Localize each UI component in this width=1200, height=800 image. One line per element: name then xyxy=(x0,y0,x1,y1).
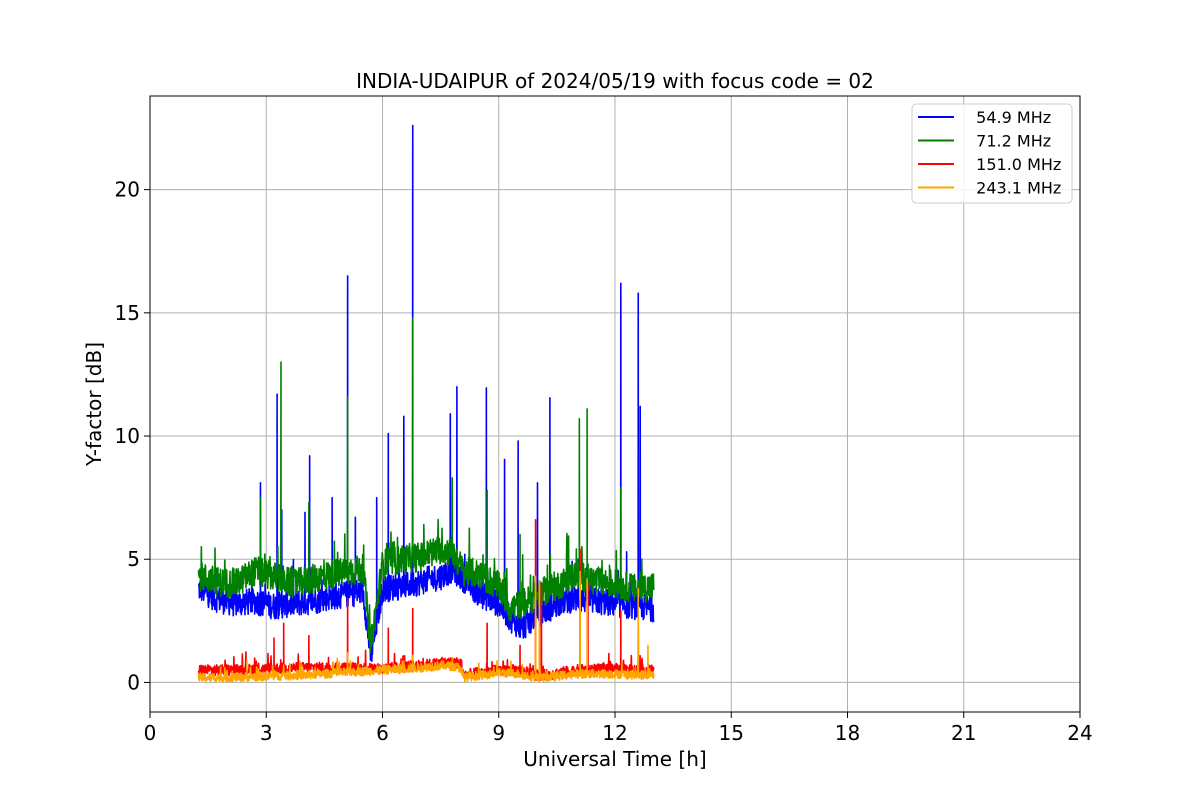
x-tick-label: 9 xyxy=(492,721,505,745)
x-tick-label: 3 xyxy=(260,721,273,745)
plot-area xyxy=(197,124,655,683)
x-tick-label: 0 xyxy=(144,721,157,745)
x-axis-ticks: 0 3 6 9 12 15 18 21 24 xyxy=(144,712,1093,745)
x-tick-label: 21 xyxy=(951,721,976,745)
x-tick-label: 18 xyxy=(835,721,860,745)
series-line-1 xyxy=(197,316,655,654)
legend-box xyxy=(911,103,1073,204)
y-axis-label: Y-factor [dB] xyxy=(82,342,106,467)
chart-title: INDIA-UDAIPUR of 2024/05/19 with focus c… xyxy=(356,69,874,93)
y-tick-label: 15 xyxy=(115,301,140,325)
x-tick-label: 24 xyxy=(1067,721,1092,745)
legend-label: 71.2 MHz xyxy=(966,132,1051,151)
legend-label: 151.0 MHz xyxy=(966,155,1061,174)
legend: 54.9 MHz 71.2 MHz 151.0 MHz 243.1 MHz xyxy=(911,103,1073,204)
legend-label: 243.1 MHz xyxy=(966,179,1061,198)
x-axis-label: Universal Time [h] xyxy=(523,747,706,771)
y-tick-label: 0 xyxy=(127,670,140,694)
legend-label: 54.9 MHz xyxy=(966,108,1051,127)
y-tick-label: 5 xyxy=(127,547,140,571)
x-tick-label: 12 xyxy=(602,721,627,745)
x-tick-label: 15 xyxy=(719,721,744,745)
y-axis-ticks: 0 5 10 15 20 xyxy=(115,178,150,694)
y-tick-label: 10 xyxy=(115,424,140,448)
y-tick-label: 20 xyxy=(115,178,140,202)
series-line-3 xyxy=(197,570,655,683)
x-tick-label: 6 xyxy=(376,721,389,745)
